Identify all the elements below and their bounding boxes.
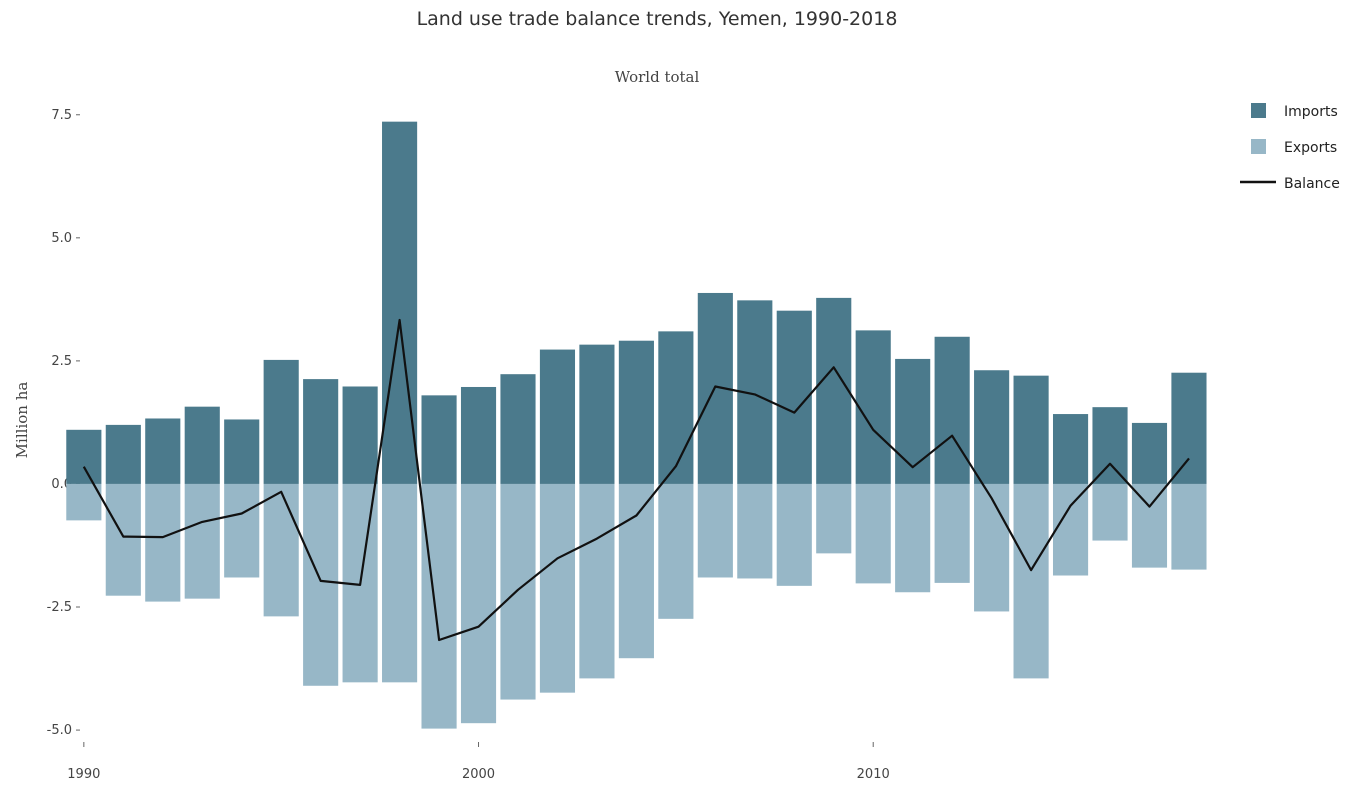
exports-bar [737,483,773,579]
imports-bar [658,331,694,484]
imports-bar [776,310,812,484]
exports-bar [539,483,576,693]
exports-bar [382,483,418,683]
legend-exports-label: Exports [1284,140,1337,156]
balance-line [82,318,1190,642]
imports-bar [618,340,654,484]
exports-bar [263,483,299,617]
x-tick-label: 1990 [67,767,100,782]
exports-bar [697,483,733,578]
exports-bar [66,483,102,521]
exports-bar [1171,483,1207,570]
exports-bar [1052,483,1089,576]
imports-bar [934,336,970,484]
exports-bar [184,483,220,599]
imports-bar [145,418,181,484]
y-tick-label: -2.5 [47,600,72,615]
imports-bar [184,406,220,484]
imports-bar [855,330,891,484]
exports-bar [816,483,852,554]
imports-bar [1092,407,1128,484]
exports-bar [1013,483,1049,679]
exports-bar [303,483,339,686]
imports-bar [816,297,852,484]
exports-bar [1092,483,1128,541]
x-tick-label: 2010 [857,767,890,782]
imports-bar [1171,372,1207,484]
exports-bar [934,483,970,583]
y-tick-label: -5.0 [47,723,72,738]
imports-bar [500,374,536,484]
exports-bar [224,483,260,578]
exports-bar [421,483,457,729]
exports-bar [974,483,1010,612]
exports-bar [895,483,931,593]
exports-bars [66,483,1207,729]
chart-subtitle: World total [615,68,700,86]
imports-bar [579,344,615,484]
imports-bar [421,395,457,484]
exports-bar [145,483,181,602]
y-axis: 7.55.02.50.0-2.5-5.0 [47,108,80,738]
imports-bar [105,424,141,484]
exports-bar [1131,483,1168,568]
chart-title: Land use trade balance trends, Yemen, 19… [417,8,898,30]
exports-bar [105,483,141,596]
exports-bar [460,483,497,724]
legend: Imports Exports Balance [1240,103,1340,192]
legend-exports-swatch [1251,139,1266,154]
imports-bar [1052,414,1089,484]
exports-bar [500,483,536,700]
balance-series [82,318,1190,642]
legend-imports-label: Imports [1284,104,1338,120]
imports-bar [895,358,931,484]
y-tick-label: 2.5 [51,354,72,369]
imports-bar [303,379,339,484]
imports-bar [539,349,576,484]
imports-bar [224,419,260,484]
imports-bar [342,386,378,484]
imports-bar [1131,422,1168,484]
imports-bar [263,359,299,484]
imports-bar [460,386,497,484]
imports-bar [974,370,1010,484]
exports-bar [618,483,654,659]
y-axis-label: Million ha [13,382,31,459]
exports-bar [658,483,694,619]
imports-bar [66,429,102,484]
legend-balance-label: Balance [1284,176,1340,192]
x-axis: 1990 2000 2010 [67,742,890,782]
imports-bar [1013,375,1049,484]
imports-bars [66,121,1207,484]
exports-bar [579,483,615,679]
y-tick-label: 5.0 [51,231,72,246]
y-tick-label: 7.5 [51,108,72,123]
exports-bar [855,483,891,584]
x-tick-label: 2000 [462,767,495,782]
exports-bar [776,483,812,586]
legend-imports-swatch [1251,103,1266,118]
imports-bar [382,121,418,484]
